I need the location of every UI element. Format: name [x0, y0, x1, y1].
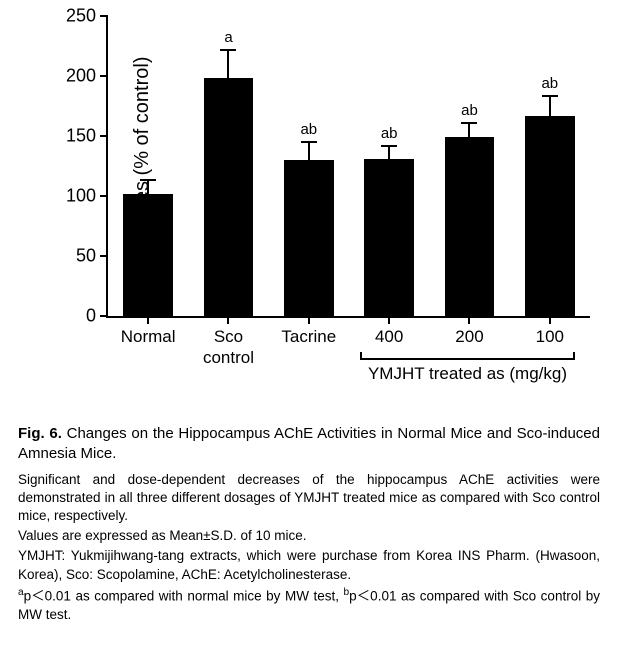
error-bar: [147, 180, 149, 193]
caption-title: Fig. 6. Changes on the Hippocampus AChE …: [18, 424, 600, 465]
y-tick-label: 250: [66, 6, 96, 27]
error-cap: [140, 179, 156, 181]
bar: [525, 116, 575, 316]
caption-p3: YMJHT: Yukmijihwang-tang extracts, which…: [18, 547, 600, 583]
error-bar: [308, 142, 310, 160]
figure-container: AChE activities (% of control) NormalaSc…: [0, 0, 618, 644]
y-tick: [100, 15, 108, 17]
significance-label: ab: [461, 102, 478, 119]
significance-label: ab: [300, 121, 317, 138]
bar: [364, 159, 414, 316]
y-tick: [100, 195, 108, 197]
error-bar: [227, 50, 229, 79]
y-tick: [100, 135, 108, 137]
y-tick-label: 100: [66, 186, 96, 207]
x-tick-label: Normal: [121, 316, 176, 347]
x-tick-label: Scocontrol: [203, 316, 254, 369]
bar-slot: abTacrine: [269, 16, 349, 316]
significance-label: a: [224, 29, 232, 46]
bar: [445, 137, 495, 316]
y-tick: [100, 255, 108, 257]
error-bar: [549, 96, 551, 115]
error-cap: [220, 49, 236, 51]
y-tick-label: 150: [66, 126, 96, 147]
significance-label: ab: [541, 75, 558, 92]
caption-p4a: p＜0.01 as compared with normal mice by M…: [24, 588, 344, 603]
error-cap: [301, 141, 317, 143]
y-tick-label: 200: [66, 66, 96, 87]
bar-slot: ab100: [510, 16, 590, 316]
error-bar: [468, 123, 470, 137]
bar-slot: aScocontrol: [188, 16, 268, 316]
x-tick-label: 400: [375, 316, 403, 347]
caption-p1: Significant and dose-dependent decreases…: [18, 471, 600, 526]
error-cap: [461, 122, 477, 124]
y-tick: [100, 75, 108, 77]
y-tick-label: 0: [86, 306, 96, 327]
bars-layer: NormalaScocontrolabTacrineab400ab200ab10…: [108, 16, 590, 316]
bracket-drop: [360, 352, 362, 360]
error-bar: [388, 146, 390, 159]
plot-area: NormalaScocontrolabTacrineab400ab200ab10…: [106, 16, 590, 318]
chart: AChE activities (% of control) NormalaSc…: [18, 10, 600, 410]
error-cap: [381, 145, 397, 147]
bar: [284, 160, 334, 316]
caption-title-text: Changes on the Hippocampus AChE Activiti…: [18, 425, 600, 462]
caption-p2: Values are expressed as Mean±S.D. of 10 …: [18, 527, 600, 545]
bar: [204, 78, 254, 316]
bracket-drop: [573, 352, 575, 360]
x-tick-label: 100: [536, 316, 564, 347]
error-cap: [542, 95, 558, 97]
bracket-label: YMJHT treated as (mg/kg): [360, 364, 574, 384]
significance-label: ab: [381, 125, 398, 142]
bar-slot: ab400: [349, 16, 429, 316]
x-tick-label: Tacrine: [281, 316, 336, 347]
y-tick-label: 50: [76, 246, 96, 267]
y-tick: [100, 315, 108, 317]
bracket-line: [360, 358, 574, 362]
caption-p4: ap＜0.01 as compared with normal mice by …: [18, 586, 600, 624]
bar-slot: Normal: [108, 16, 188, 316]
bar-slot: ab200: [429, 16, 509, 316]
bar: [123, 194, 173, 316]
figure-label: Fig. 6.: [18, 425, 62, 442]
figure-caption: Fig. 6. Changes on the Hippocampus AChE …: [18, 424, 600, 624]
x-tick-label: 200: [455, 316, 483, 347]
